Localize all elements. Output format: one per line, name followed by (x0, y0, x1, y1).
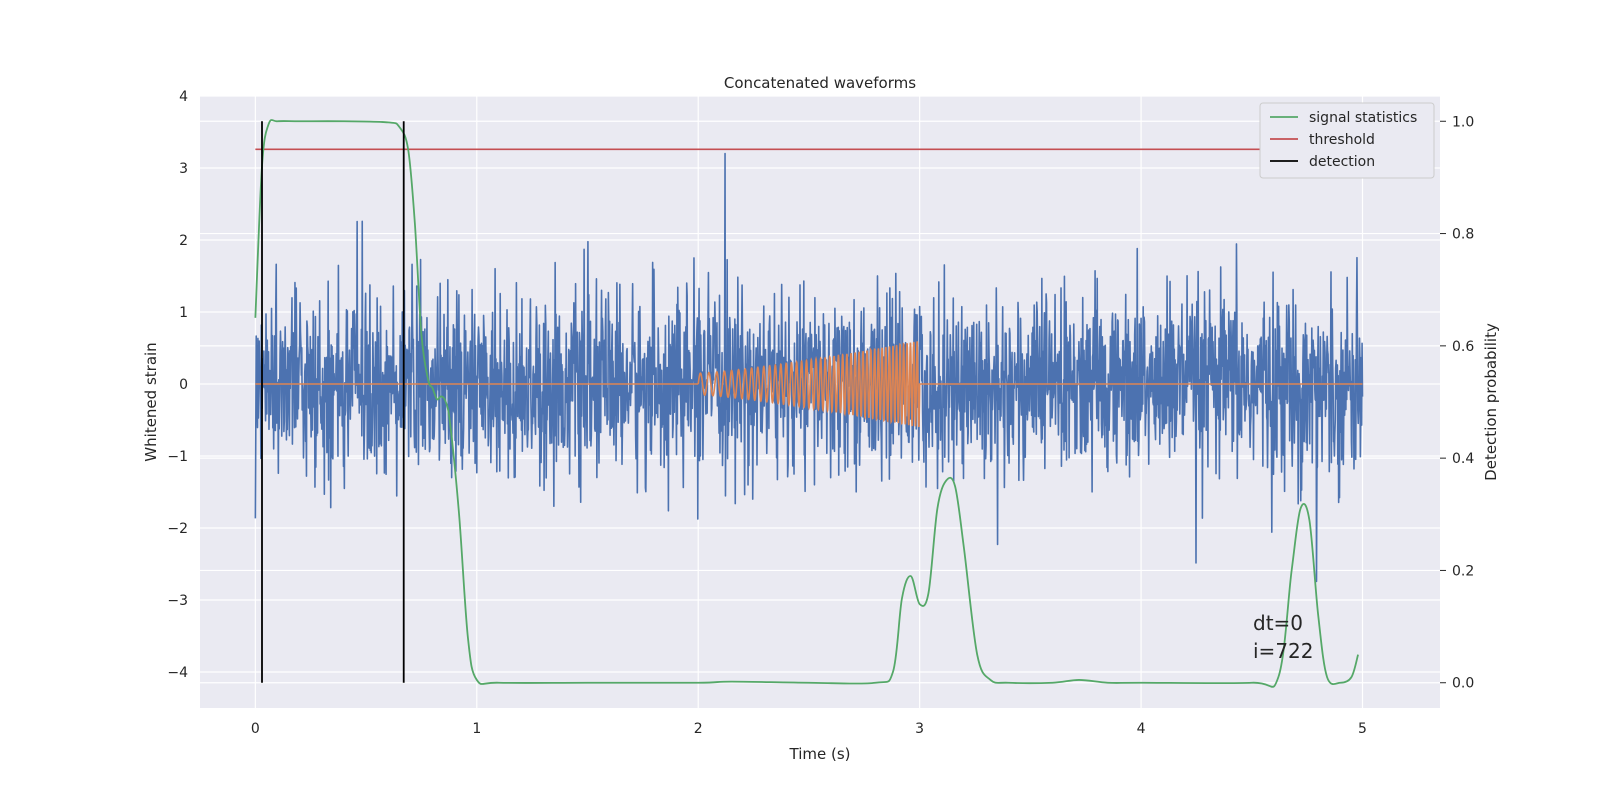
x-tick-label: 4 (1137, 721, 1146, 737)
y-tick-label: 1 (179, 305, 188, 321)
y2-tick-label: 0.6 (1452, 339, 1474, 355)
y-tick-label: 2 (179, 233, 188, 249)
x-tick-label: 0 (251, 721, 260, 737)
statistics-series-line (254, 119, 1359, 688)
y-tick-label: −1 (167, 449, 188, 465)
y2-tick-label: 1.0 (1452, 114, 1474, 130)
x-tick-label: 3 (915, 721, 924, 737)
x-tick-label: 2 (694, 721, 703, 737)
legend-label-detection: detection (1309, 154, 1375, 170)
y-tick-label: −3 (167, 593, 188, 609)
y2-tick-label: 0.2 (1452, 563, 1474, 579)
y2-tick-label: 0.4 (1452, 451, 1474, 467)
x-axis-label: Time (s) (789, 745, 851, 763)
y-tick-label: −4 (167, 665, 188, 681)
y-tick-label: 3 (179, 161, 188, 177)
annotation-index: i=722 (1253, 639, 1314, 663)
x-tick-label: 1 (472, 721, 481, 737)
y2-axis-label: Detection probability (1482, 323, 1500, 481)
y2-tick-label: 0.0 (1452, 676, 1474, 692)
y-axis-label: Whitened strain (142, 342, 160, 461)
legend-label-statistics: signal statistics (1309, 110, 1417, 126)
waveform-series-line (255, 341, 1363, 428)
chart-title: Concatenated waveforms (724, 74, 916, 92)
plot-area (254, 119, 1364, 688)
y-tick-label: −2 (167, 521, 188, 537)
legend: signal statistics threshold detection (1259, 102, 1435, 179)
annotation-dt: dt=0 (1253, 611, 1303, 635)
y-tick-label: 4 (179, 89, 188, 105)
y2-tick-label: 0.8 (1452, 227, 1474, 243)
x-tick-label: 5 (1358, 721, 1367, 737)
y-tick-label: 0 (179, 377, 188, 393)
axes: 0 1 2 3 4 5 −4 −3 −2 −1 0 1 2 3 4 0.0 0.2 0.4 0.6 0.8 1.0 (167, 89, 1474, 737)
legend-label-threshold: threshold (1309, 132, 1375, 148)
noise-series-line (254, 152, 1364, 583)
legend-box (1259, 102, 1435, 179)
